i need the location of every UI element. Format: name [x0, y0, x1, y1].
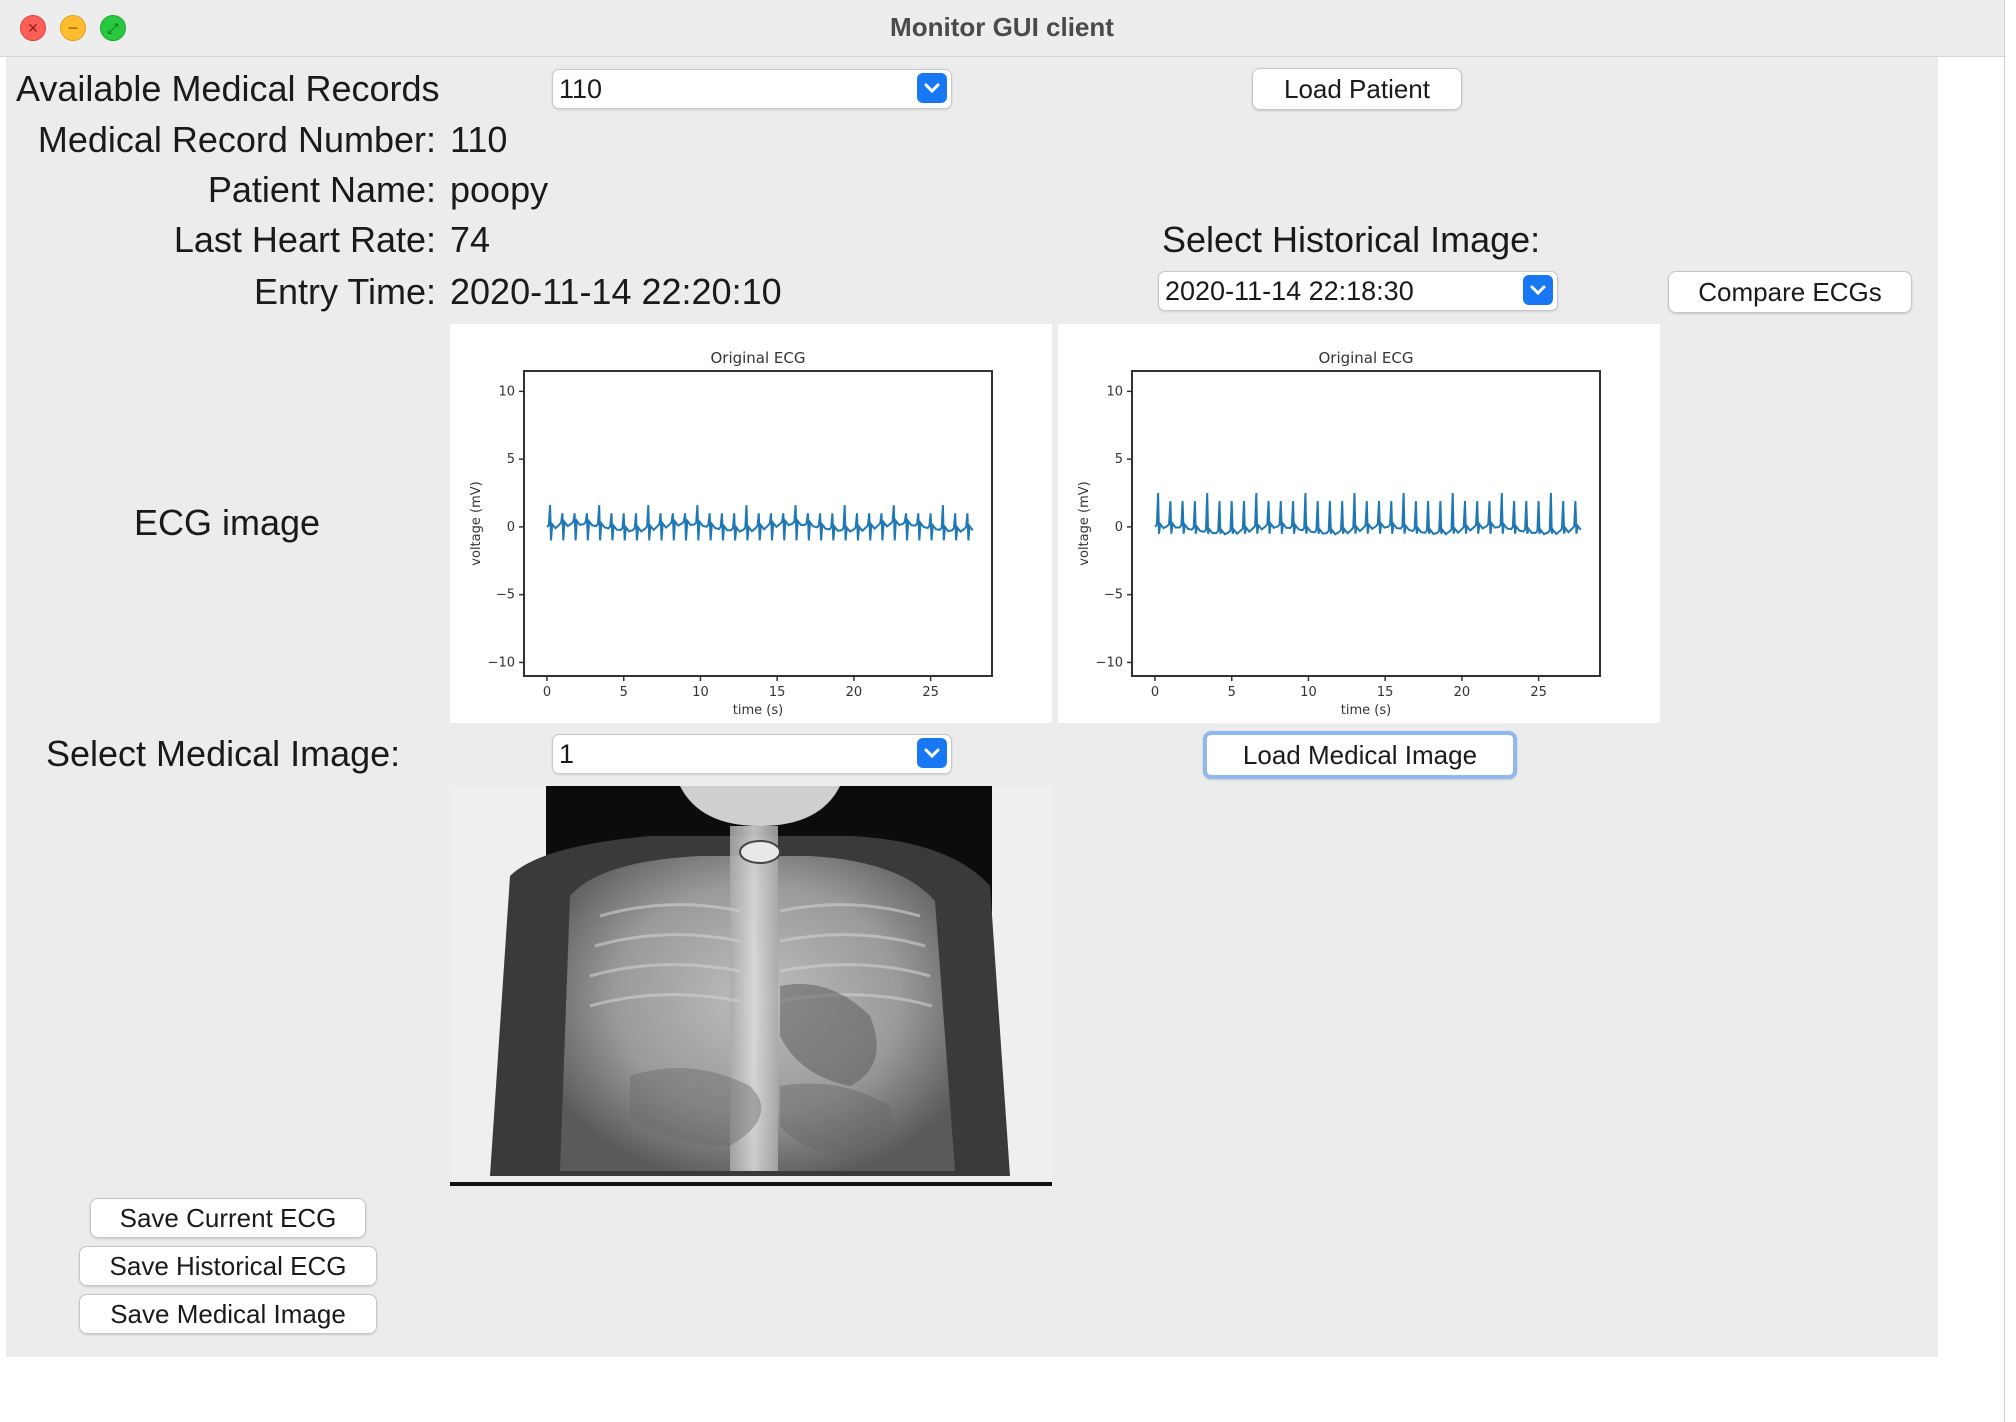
medical-image-label: Select Medical Image: — [46, 733, 401, 774]
chart-title: Original ECG — [1318, 349, 1413, 367]
ecg-series-line — [546, 505, 974, 541]
compare-ecgs-button[interactable]: Compare ECGs — [1668, 271, 1912, 313]
available-records-label: Available Medical Records — [16, 68, 440, 109]
title-bar: × − ⤢ Monitor GUI client — [0, 0, 2004, 57]
x-tick-label: 15 — [769, 685, 786, 700]
save-historical-ecg-button[interactable]: Save Historical ECG — [79, 1246, 377, 1286]
current-ecg-plot: Original ECG time (s) voltage (mV) 0 5 10 15 20… — [450, 324, 1052, 723]
x-tick-label: 20 — [846, 685, 863, 700]
medical-image-select[interactable]: 1 — [552, 734, 952, 774]
historical-ecg-plot: Original ECG time (s) voltage (mV) 0 5 10 15 20… — [1058, 324, 1660, 723]
records-select-value: 110 — [559, 74, 603, 104]
ecg-image-label: ECG image — [134, 502, 321, 543]
y-tick-label: −10 — [488, 655, 515, 670]
records-select[interactable]: 110 — [552, 69, 952, 109]
y-tick-label: −10 — [1096, 655, 1123, 670]
historical-image-label: Select Historical Image: — [1162, 219, 1541, 260]
y-tick-label: 0 — [1115, 520, 1123, 535]
chevron-down-icon — [917, 73, 947, 103]
y-tick-label: 5 — [507, 452, 515, 467]
medical-xray-image — [450, 786, 1052, 1186]
y-tick-label: −5 — [1104, 588, 1123, 603]
save-current-ecg-button[interactable]: Save Current ECG — [90, 1198, 366, 1238]
save-medical-image-button[interactable]: Save Medical Image — [79, 1294, 377, 1334]
entry-time-value: 2020-11-14 22:20:10 — [450, 271, 782, 312]
y-tick-label: 0 — [507, 520, 515, 535]
x-tick-label: 10 — [692, 685, 709, 700]
x-axis-label: time (s) — [1341, 703, 1391, 718]
y-axis-label: voltage (mV) — [1077, 481, 1092, 565]
minimize-icon: − — [67, 18, 79, 38]
close-window-button[interactable]: × — [20, 15, 46, 41]
entry-time-label: Entry Time: — [253, 271, 436, 312]
medical-select-value: 1 — [559, 739, 575, 769]
x-tick-label: 20 — [1454, 685, 1471, 700]
x-tick-label: 5 — [1228, 685, 1236, 700]
x-tick-label: 0 — [1151, 685, 1159, 700]
y-tick-label: 10 — [498, 384, 515, 399]
historical-select[interactable]: 2020-11-14 22:18:30 — [1158, 271, 1558, 311]
ecg-series-line — [1154, 492, 1582, 536]
heart-rate-value: 74 — [450, 219, 491, 260]
y-tick-label: −5 — [496, 588, 515, 603]
x-tick-label: 25 — [922, 685, 939, 700]
mrn-value: 110 — [450, 119, 508, 160]
window-title: Monitor GUI client — [890, 12, 1114, 42]
heart-rate-label: Last Heart Rate: — [173, 219, 436, 260]
load-patient-button[interactable]: Load Patient — [1252, 68, 1462, 110]
chart-title: Original ECG — [710, 349, 805, 367]
y-axis-label: voltage (mV) — [469, 481, 484, 565]
close-icon: × — [27, 18, 39, 38]
load-medical-image-button[interactable]: Load Medical Image — [1203, 731, 1517, 779]
x-tick-label: 10 — [1300, 685, 1317, 700]
current-ecg-chart: Original ECG time (s) voltage (mV) 0 5 10 15 20… — [469, 349, 993, 718]
x-tick-label: 25 — [1530, 685, 1547, 700]
chest-xray-picture — [450, 786, 1052, 1186]
y-tick-label: 10 — [1106, 384, 1123, 399]
x-tick-label: 5 — [620, 685, 628, 700]
historical-ecg-chart: Original ECG time (s) voltage (mV) 0 5 10 15 20… — [1077, 349, 1601, 718]
x-tick-label: 0 — [543, 685, 551, 700]
y-tick-label: 5 — [1115, 452, 1123, 467]
fullscreen-icon: ⤢ — [107, 20, 119, 36]
mrn-label: Medical Record Number: — [37, 119, 436, 160]
x-axis-label: time (s) — [733, 703, 783, 718]
historical-select-value: 2020-11-14 22:18:30 — [1165, 276, 1414, 306]
patient-name-value: poopy — [450, 169, 549, 210]
main-panel: Available Medical Records 110 Load Patie… — [6, 57, 1938, 1357]
minimize-window-button[interactable]: − — [60, 15, 86, 41]
zoom-window-button[interactable]: ⤢ — [100, 15, 126, 41]
chevron-down-icon — [917, 738, 947, 768]
chevron-down-icon — [1523, 275, 1553, 305]
patient-name-label: Patient Name: — [207, 169, 436, 210]
x-tick-label: 15 — [1377, 685, 1394, 700]
